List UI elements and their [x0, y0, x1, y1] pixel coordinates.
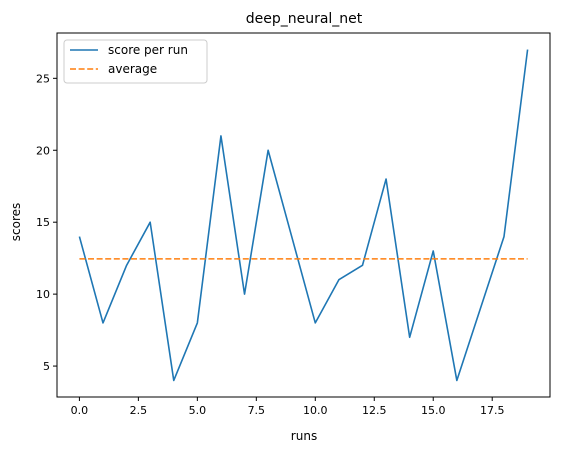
x-tick-label: 0.0 [71, 404, 89, 417]
x-tick-label: 15.0 [421, 404, 446, 417]
x-tick-label: 2.5 [130, 404, 148, 417]
y-tick-label: 15 [36, 216, 50, 229]
axis-ticks: 0.0 2.5 5.0 7.5 10.0 12.5 15.0 17.5 5 10 15 20 25 [36, 72, 504, 417]
x-tick-label: 7.5 [248, 404, 266, 417]
y-axis-label: scores [9, 203, 23, 242]
plot-frame [56, 32, 551, 398]
legend-box [63, 39, 208, 84]
x-tick-label: 12.5 [362, 404, 387, 417]
series-line-0 [78, 49, 529, 382]
x-axis-label: runs [291, 429, 317, 443]
y-tick-label: 20 [36, 144, 50, 157]
legend: score per run average [63, 39, 208, 84]
plot-area [78, 49, 529, 382]
legend-label-1: average [108, 62, 157, 76]
chart-title: deep_neural_net [246, 11, 363, 27]
x-tick-label: 5.0 [189, 404, 207, 417]
legend-label-0: score per run [108, 43, 188, 57]
y-tick-label: 25 [36, 72, 50, 85]
x-tick-label: 17.5 [480, 404, 505, 417]
y-tick-label: 10 [36, 288, 50, 301]
x-tick-label: 10.0 [303, 404, 328, 417]
y-tick-label: 5 [43, 360, 50, 373]
